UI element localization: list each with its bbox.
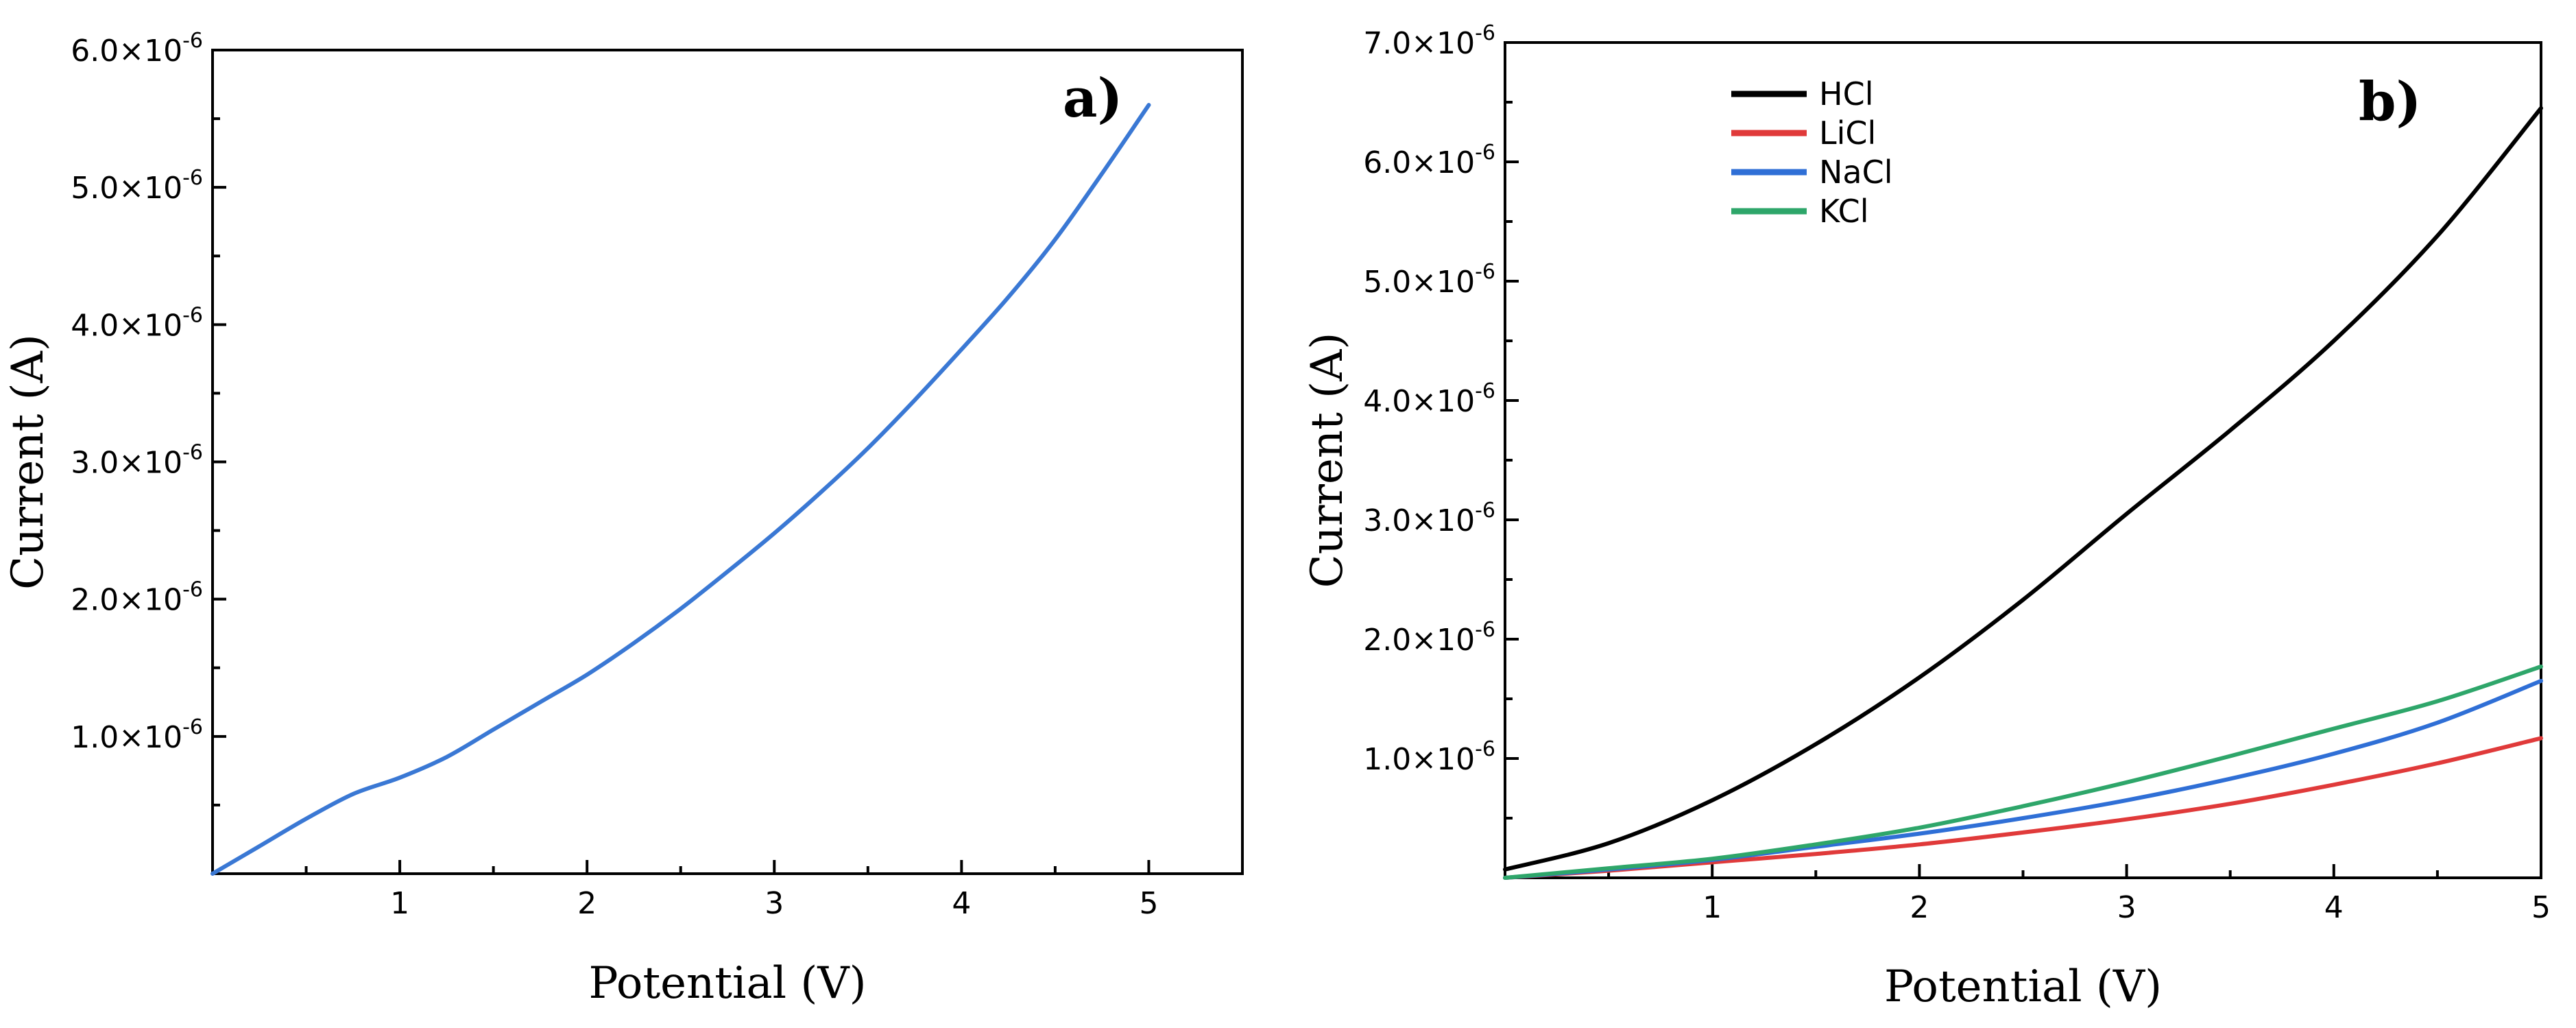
y-tick-exponent: -6: [182, 29, 203, 53]
y-tick-label-a: 6.0×10-6: [71, 29, 203, 69]
y-tick-label-a: 5.0×10-6: [71, 166, 203, 206]
y-tick-mantissa: 2.0×10: [71, 583, 182, 618]
y-tick-mantissa: 7.0×10: [1363, 26, 1475, 61]
x-axis-label-a: Potential (V): [588, 958, 866, 1009]
series-line-b-nacl: [1503, 678, 2543, 880]
panel-label-a: a): [1063, 67, 1122, 130]
y-tick-mantissa: 3.0×10: [1363, 503, 1475, 538]
y-tick-mantissa: 2.0×10: [1363, 623, 1475, 658]
y-axis-label-b: Current (A): [1302, 333, 1353, 588]
x-tick-label-a: 2: [577, 886, 597, 921]
y-tick-mantissa: 4.0×10: [71, 308, 182, 343]
x-tick-label-a: 5: [1139, 886, 1158, 921]
legend-label-licl: LiCl: [1819, 115, 1876, 152]
y-tick-mantissa: 4.0×10: [1363, 384, 1475, 419]
y-tick-exponent: -6: [1475, 260, 1495, 284]
x-axis-label-b: Potential (V): [1884, 961, 2162, 1012]
y-tick-exponent: -6: [1475, 21, 1495, 45]
x-tick-label-a: 1: [390, 886, 409, 921]
x-tick-label-b: 3: [2117, 890, 2136, 925]
y-tick-label-b: 7.0×10-6: [1363, 21, 1495, 61]
y-tick-label-a: 4.0×10-6: [71, 303, 203, 343]
y-tick-mantissa: 6.0×10: [1363, 145, 1475, 180]
chart-panel-b: 1 2 3 4 51.0×10-62.0×10-63.0×10-64.0×10-65.0…: [1302, 21, 2551, 1012]
chart-panel-a: 1 2 3 4 51.0×10-62.0×10-63.0×10-64.0×10-65.0…: [3, 29, 1244, 1009]
x-tick-label-a: 4: [952, 886, 971, 921]
x-tick-label-b: 2: [1910, 890, 1929, 925]
y-tick-mantissa: 3.0×10: [71, 446, 182, 481]
y-tick-mantissa: 5.0×10: [71, 171, 182, 206]
y-tick-exponent: -6: [182, 715, 203, 739]
y-tick-mantissa: 1.0×10: [71, 720, 182, 755]
y-tick-exponent: -6: [1475, 499, 1495, 523]
y-tick-mantissa: 6.0×10: [71, 34, 182, 69]
y-tick-label-a: 2.0×10-6: [71, 578, 203, 618]
y-tick-label-b: 2.0×10-6: [1363, 618, 1495, 658]
legend-label-kcl: KCl: [1819, 193, 1869, 230]
y-axis-label-a: Current (A): [3, 334, 53, 590]
legend-label-nacl: NaCl: [1819, 154, 1893, 191]
axes-frame-a: [211, 49, 1244, 875]
series-line-b-hcl: [1503, 106, 2543, 872]
x-tick-label-b: 1: [1702, 890, 1722, 925]
y-tick-label-b: 6.0×10-6: [1363, 141, 1495, 180]
y-tick-exponent: -6: [182, 578, 203, 602]
panel-label-b: b): [2359, 71, 2421, 133]
y-tick-label-b: 4.0×10-6: [1363, 379, 1495, 419]
y-tick-exponent: -6: [1475, 737, 1495, 761]
series-line-b-kcl: [1503, 665, 2543, 880]
y-tick-exponent: -6: [1475, 379, 1495, 403]
y-tick-exponent: -6: [182, 166, 203, 190]
y-tick-mantissa: 5.0×10: [1363, 265, 1475, 300]
legend-label-hcl: HCl: [1819, 75, 1874, 112]
x-tick-label-b: 4: [2324, 890, 2344, 925]
y-tick-exponent: -6: [1475, 141, 1495, 165]
y-tick-label-a: 1.0×10-6: [71, 715, 203, 755]
y-tick-mantissa: 1.0×10: [1363, 742, 1475, 777]
y-tick-exponent: -6: [182, 441, 203, 465]
x-tick-label-b: 5: [2531, 890, 2551, 925]
y-tick-label-b: 3.0×10-6: [1363, 499, 1495, 538]
y-tick-exponent: -6: [1475, 618, 1495, 642]
y-tick-label-b: 5.0×10-6: [1363, 260, 1495, 300]
y-tick-label-a: 3.0×10-6: [71, 441, 203, 481]
y-tick-label-b: 1.0×10-6: [1363, 737, 1495, 777]
axes-frame-b: [1504, 41, 2542, 879]
series-line-a-current: [210, 103, 1151, 876]
y-tick-exponent: -6: [182, 303, 203, 327]
x-tick-label-a: 3: [765, 886, 784, 921]
